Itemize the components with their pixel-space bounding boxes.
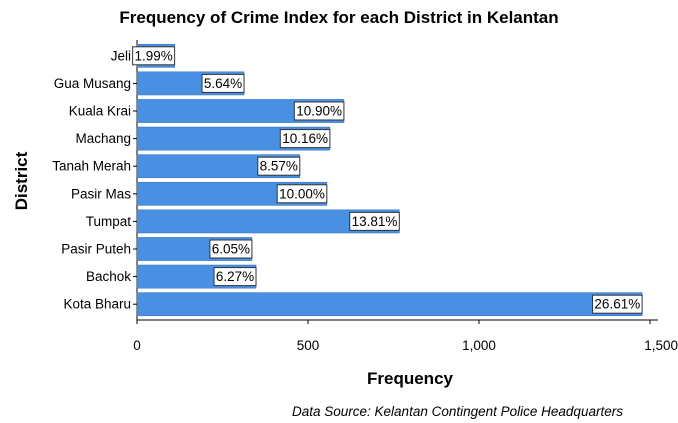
x-axis-title: Frequency [367, 369, 453, 388]
data-label-box [279, 129, 331, 149]
data-label: 10.90% [296, 104, 342, 119]
source-note: Data Source: Kelantan Contingent Police … [292, 404, 623, 419]
data-label: 8.57% [260, 159, 298, 174]
data-label-box [257, 156, 301, 176]
y-tick-label: Kota Bharu [63, 297, 131, 312]
data-label: 6.05% [212, 242, 250, 257]
data-label: 13.81% [352, 214, 398, 229]
x-tick-label: 1,500 [644, 338, 678, 353]
y-tick-label: Tanah Merah [52, 159, 131, 174]
y-tick-label: Bachok [86, 269, 131, 284]
y-tick-label: Jeli [111, 48, 131, 63]
data-label: 10.00% [279, 186, 325, 201]
bar-kota-bharu [136, 292, 643, 317]
data-label: 5.64% [204, 76, 242, 91]
y-tick-label: Kuala Krai [69, 104, 131, 119]
data-label: 26.61% [594, 297, 640, 312]
x-tick-label: 1,000 [462, 338, 496, 353]
y-tick-label: Gua Musang [54, 76, 131, 91]
x-tick-label: 500 [297, 338, 320, 353]
data-label-box [132, 46, 176, 66]
chart-title: Frequency of Crime Index for each Distri… [119, 8, 559, 27]
data-label: 1.99% [134, 48, 172, 63]
data-label-box [592, 294, 643, 314]
y-tick-label: Pasir Mas [71, 186, 131, 201]
data-label: 6.27% [216, 269, 254, 284]
y-tick-label: Machang [75, 131, 131, 146]
data-label-box [209, 239, 253, 259]
data-label-box [293, 101, 345, 121]
data-label-box [276, 184, 328, 204]
x-tick-label: 0 [133, 338, 141, 353]
data-label: 10.16% [282, 131, 328, 146]
data-label-box [213, 267, 257, 287]
data-label-box [349, 211, 400, 231]
y-tick-label: Pasir Puteh [61, 242, 131, 257]
data-label-box [201, 73, 245, 93]
y-tick-label: Tumpat [86, 214, 132, 229]
